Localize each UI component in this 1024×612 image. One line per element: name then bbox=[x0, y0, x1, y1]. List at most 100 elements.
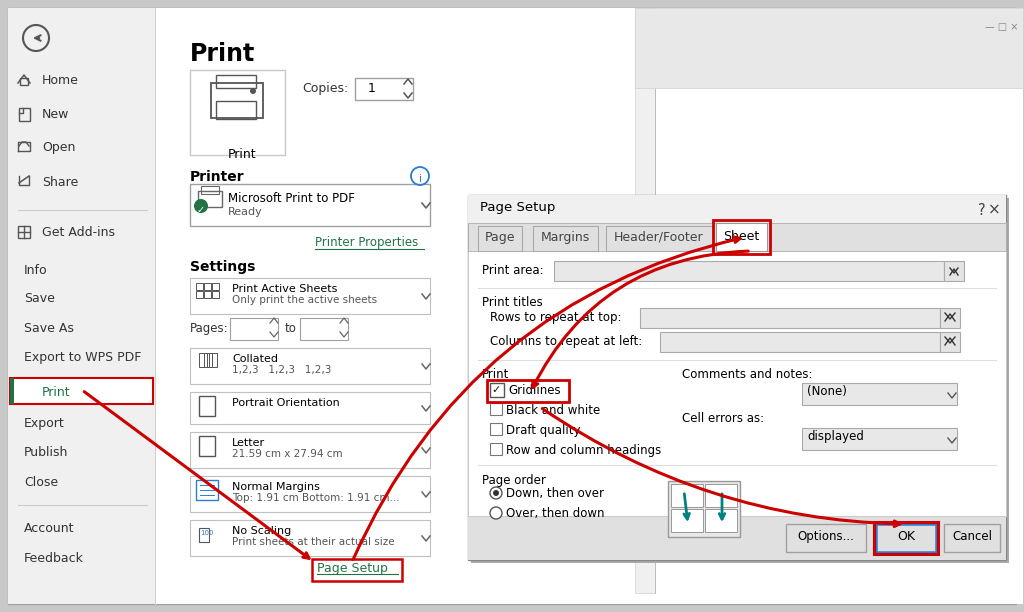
Text: Normal Margins: Normal Margins bbox=[232, 482, 319, 492]
Text: 1,2,3   1,2,3   1,2,3: 1,2,3 1,2,3 1,2,3 bbox=[232, 365, 332, 375]
Text: Share: Share bbox=[42, 176, 78, 188]
Bar bbox=[468, 223, 1006, 251]
Bar bbox=[478, 226, 522, 251]
Bar bbox=[635, 8, 1023, 88]
Circle shape bbox=[250, 88, 256, 94]
Bar bbox=[660, 332, 940, 352]
Bar bbox=[20, 78, 28, 85]
Bar bbox=[216, 75, 256, 88]
Text: Top: 1.91 cm Bottom: 1.91 cm...: Top: 1.91 cm Bottom: 1.91 cm... bbox=[232, 493, 399, 503]
Bar bbox=[190, 476, 430, 512]
Text: Cancel: Cancel bbox=[952, 530, 992, 543]
Bar bbox=[468, 195, 1006, 223]
Bar bbox=[204, 353, 212, 367]
Text: Printer: Printer bbox=[190, 170, 245, 184]
Text: Print: Print bbox=[42, 386, 71, 398]
Text: Rows to repeat at top:: Rows to repeat at top: bbox=[490, 311, 622, 324]
Bar bbox=[199, 396, 215, 416]
Bar bbox=[209, 353, 217, 367]
Bar bbox=[468, 516, 1006, 560]
Circle shape bbox=[493, 490, 499, 496]
Text: Collated: Collated bbox=[232, 354, 278, 364]
Text: No Scaling: No Scaling bbox=[232, 526, 291, 536]
Text: Sheet: Sheet bbox=[723, 230, 759, 243]
Text: Page Setup: Page Setup bbox=[317, 562, 388, 575]
Bar bbox=[196, 283, 203, 290]
Text: Options...: Options... bbox=[798, 530, 854, 543]
Text: Page Setup: Page Setup bbox=[480, 201, 555, 214]
Bar bbox=[876, 524, 936, 552]
Text: to: to bbox=[285, 322, 297, 335]
Bar bbox=[671, 484, 703, 507]
Text: Row and column headings: Row and column headings bbox=[506, 444, 662, 457]
Bar bbox=[212, 283, 219, 290]
Text: (None): (None) bbox=[807, 385, 847, 398]
Bar bbox=[874, 522, 938, 554]
Bar bbox=[671, 509, 703, 532]
Text: Comments and notes:: Comments and notes: bbox=[682, 368, 812, 381]
Bar bbox=[190, 432, 430, 468]
Text: displayed: displayed bbox=[807, 430, 864, 443]
Bar bbox=[216, 101, 256, 119]
Text: Page: Page bbox=[484, 231, 515, 244]
Circle shape bbox=[194, 199, 208, 213]
Bar bbox=[940, 332, 961, 352]
Text: Only print the active sheets: Only print the active sheets bbox=[232, 295, 377, 305]
Text: Export: Export bbox=[24, 417, 65, 430]
Bar bbox=[487, 380, 569, 402]
Bar bbox=[10, 378, 14, 404]
Text: Ready: Ready bbox=[228, 207, 263, 217]
Bar bbox=[490, 383, 504, 397]
Bar bbox=[230, 318, 278, 340]
Bar bbox=[468, 195, 1006, 560]
Bar bbox=[490, 423, 502, 435]
Bar bbox=[190, 520, 430, 556]
Text: Publish: Publish bbox=[24, 447, 69, 460]
Bar bbox=[190, 184, 430, 226]
Bar bbox=[716, 223, 767, 251]
Text: Print sheets at their actual size: Print sheets at their actual size bbox=[232, 537, 394, 547]
Text: ✓: ✓ bbox=[490, 385, 501, 395]
Bar bbox=[201, 186, 219, 194]
Bar bbox=[199, 528, 209, 542]
Text: Down, then over: Down, then over bbox=[506, 487, 604, 500]
Text: Info: Info bbox=[24, 264, 48, 277]
Text: Page order: Page order bbox=[482, 474, 546, 487]
Bar bbox=[471, 198, 1009, 563]
Text: Print area:: Print area: bbox=[482, 264, 544, 277]
Bar bbox=[190, 278, 430, 314]
Text: Print Active Sheets: Print Active Sheets bbox=[232, 284, 337, 294]
Text: Print titles: Print titles bbox=[482, 296, 543, 309]
Bar bbox=[196, 480, 218, 500]
Bar bbox=[944, 261, 964, 281]
Bar bbox=[199, 353, 207, 367]
Bar bbox=[300, 318, 348, 340]
Text: Print: Print bbox=[190, 42, 255, 66]
Bar bbox=[606, 226, 713, 251]
Text: Get Add-ins: Get Add-ins bbox=[42, 225, 115, 239]
Bar bbox=[940, 308, 961, 328]
Text: OK: OK bbox=[897, 530, 915, 543]
Text: Print: Print bbox=[482, 368, 509, 381]
Bar bbox=[554, 261, 944, 281]
Bar bbox=[312, 559, 402, 581]
Text: Save As: Save As bbox=[24, 321, 74, 335]
Text: i: i bbox=[419, 174, 422, 184]
Text: — □ ×: — □ × bbox=[985, 22, 1019, 32]
Bar bbox=[212, 291, 219, 298]
Bar bbox=[204, 283, 211, 290]
Bar bbox=[155, 8, 1023, 604]
Text: Gridlines: Gridlines bbox=[508, 384, 560, 397]
Bar bbox=[10, 378, 153, 404]
Bar bbox=[190, 348, 430, 384]
Bar bbox=[196, 291, 203, 298]
Text: 100: 100 bbox=[200, 530, 213, 536]
Text: Pages:: Pages: bbox=[190, 322, 228, 335]
Bar bbox=[355, 78, 413, 100]
Text: Margins: Margins bbox=[541, 231, 590, 244]
Circle shape bbox=[490, 487, 502, 499]
Bar bbox=[211, 83, 263, 118]
Bar bbox=[490, 403, 502, 415]
Text: Account: Account bbox=[24, 523, 75, 536]
Text: Draft quality: Draft quality bbox=[506, 424, 581, 437]
